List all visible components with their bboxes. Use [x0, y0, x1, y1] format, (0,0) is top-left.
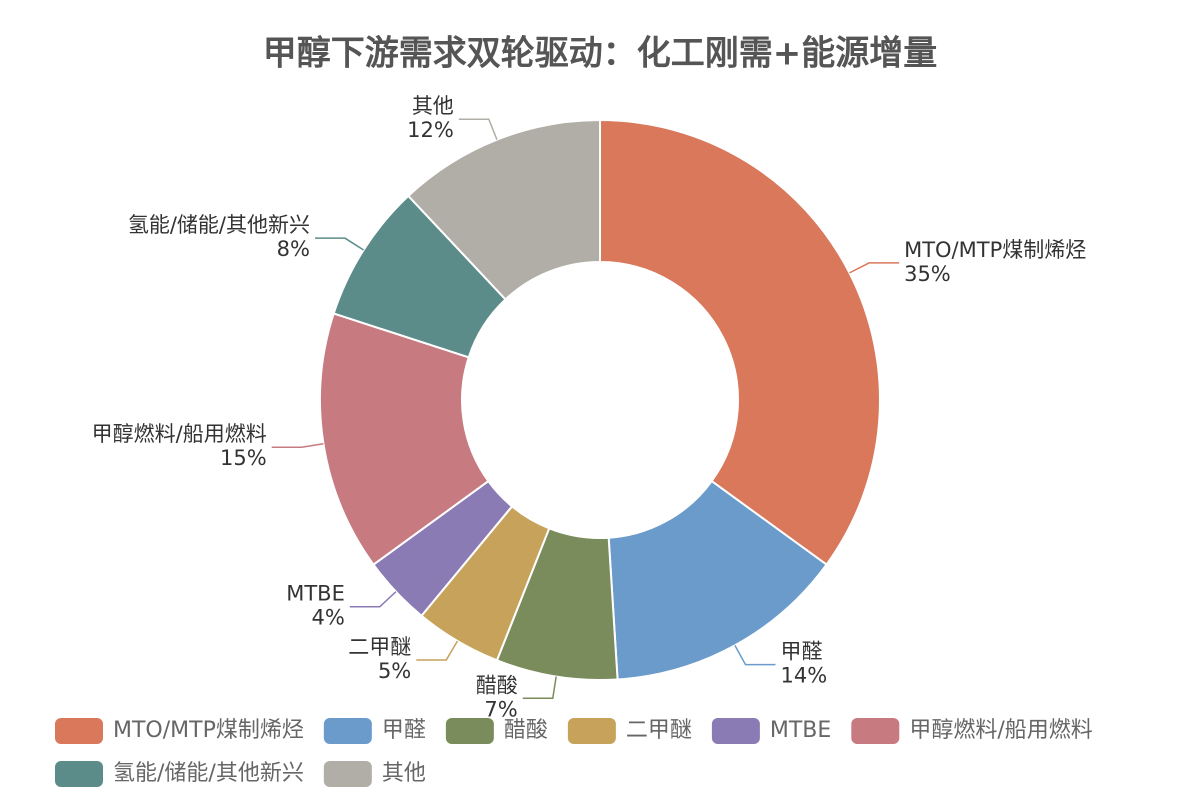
legend-item: 甲醇燃料/船用燃料 [851, 718, 1093, 744]
legend-label: 氢能/储能/其他新兴 [113, 761, 304, 786]
pie-slice [406, 118, 601, 301]
legend-swatch [323, 761, 372, 787]
pie-slice [599, 118, 881, 566]
legend-label: 甲醛 [382, 718, 426, 743]
legend-label: MTO/MTP煤制烯烃 [113, 718, 304, 743]
data-label-name: 氢能/储能/其他新兴 [128, 213, 310, 237]
data-label-name: 其他 [412, 94, 454, 118]
leader-line [458, 118, 498, 140]
data-label-name: 甲醇燃料/船用燃料 [92, 422, 267, 446]
legend-item: 甲醛 [323, 718, 426, 744]
data-label-name: 二甲醚 [348, 635, 411, 659]
data-label: 5% [378, 659, 411, 683]
data-label: 4% [312, 606, 345, 630]
legend-swatch [445, 718, 494, 744]
leader-line [522, 676, 557, 700]
legend-swatch [323, 718, 372, 744]
legend-label: 醋酸 [504, 718, 548, 743]
data-label-name: 醋酸 [476, 673, 518, 697]
leader-line [271, 443, 324, 448]
leader-line [349, 591, 397, 608]
data-label: 15% [220, 446, 267, 470]
data-label: 14% [780, 664, 827, 688]
legend-label: 二甲醚 [626, 718, 692, 743]
data-label-name: 甲醛 [780, 640, 822, 664]
legend-item: 醋酸 [445, 718, 548, 744]
legend-item: 氢能/储能/其他新兴 [55, 761, 304, 787]
pie-slice [319, 312, 490, 566]
chart-title: 甲醇下游需求双轮驱动：化工刚需+能源增量 [263, 34, 938, 74]
leader-line [734, 645, 776, 666]
leader-line [416, 640, 459, 661]
leader-line [849, 262, 900, 274]
data-label: 7% [484, 697, 517, 721]
legend-swatch [567, 718, 616, 744]
leader-line [315, 237, 364, 251]
legend-swatch [851, 718, 900, 744]
data-label-name: MTBE [286, 582, 345, 606]
legend-label: 其他 [382, 761, 426, 786]
legend-swatch [55, 761, 103, 787]
legend-swatch [55, 718, 103, 744]
data-label: 8% [277, 237, 310, 261]
legend-item: MTBE [711, 718, 831, 744]
legend-swatch [711, 718, 760, 744]
legend-item: 二甲醚 [567, 718, 692, 744]
data-label-name: MTO/MTP煤制烯烃 [904, 238, 1086, 262]
legend-label: MTBE [770, 718, 831, 743]
pie-slice [607, 479, 828, 681]
data-label: 12% [407, 118, 454, 142]
legend-item: MTO/MTP煤制烯烃 [55, 718, 304, 744]
legend-label: 甲醇燃料/船用燃料 [909, 718, 1092, 743]
legend-item: 其他 [323, 761, 426, 787]
data-label: 35% [904, 262, 951, 286]
